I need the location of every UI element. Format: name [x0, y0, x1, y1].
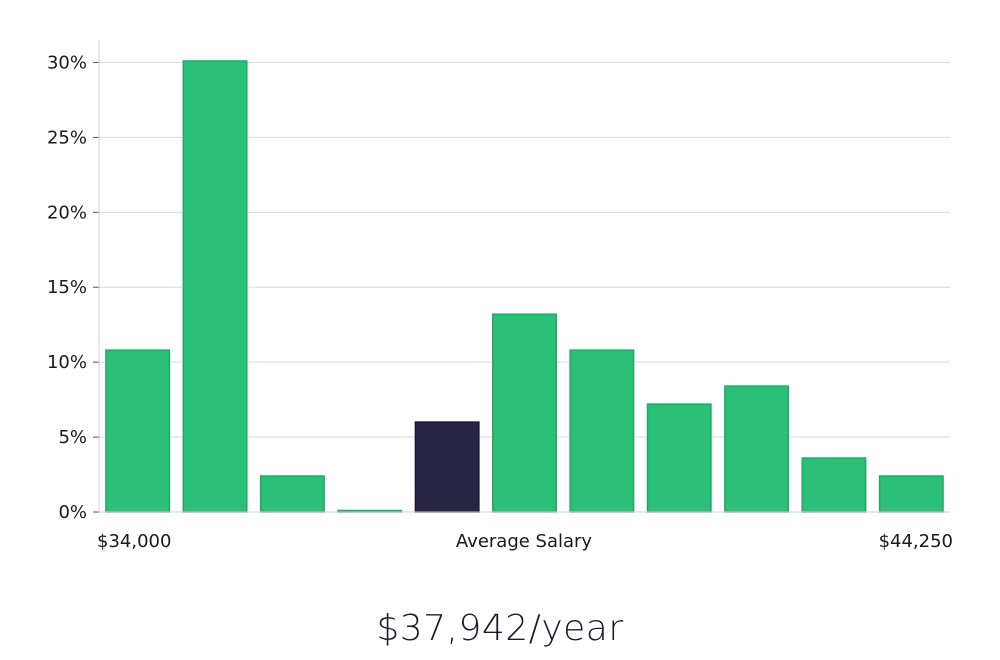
y-tick-label: 5%: [58, 427, 87, 448]
y-tick-label: 20%: [47, 202, 87, 223]
y-tick-label: 10%: [47, 352, 87, 373]
bar-average-salary: [414, 421, 480, 513]
bar: [801, 457, 867, 513]
bar: [878, 475, 944, 513]
bar: [259, 475, 325, 513]
x-label-center: Average Salary: [456, 531, 593, 552]
y-tick-label: 15%: [47, 277, 87, 298]
y-tick-label: 25%: [47, 127, 87, 148]
bar: [646, 403, 712, 513]
bars: [105, 60, 944, 513]
bar: [569, 349, 635, 513]
bar: [724, 385, 790, 513]
y-tick-label: 0%: [58, 502, 87, 523]
bar: [105, 349, 171, 513]
y-axis-ticks: 0% 5% 10% 15% 20% 25% 30%: [47, 52, 99, 523]
x-label-min: $34,000: [97, 531, 171, 552]
bar: [492, 313, 557, 513]
salary-histogram: 0% 5% 10% 15% 20% 25% 30% $34,000 Average Sala…: [47, 40, 953, 552]
bar: [182, 60, 248, 513]
y-tick-label: 30%: [47, 52, 87, 73]
x-label-max: $44,250: [879, 531, 953, 552]
average-salary-value: $37,942/year: [376, 608, 624, 649]
